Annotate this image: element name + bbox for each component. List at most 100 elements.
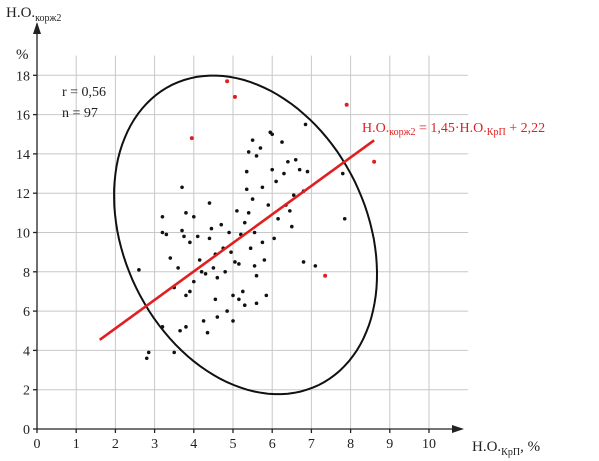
confidence-ellipse bbox=[113, 74, 379, 396]
data-point-72 bbox=[290, 224, 294, 229]
x-tick-label-10: 10 bbox=[422, 437, 436, 452]
data-point-19 bbox=[192, 214, 196, 219]
data-point-0 bbox=[137, 268, 141, 272]
y-axis-title: Н.О.корж2 bbox=[6, 5, 61, 24]
data-point-52 bbox=[250, 197, 255, 201]
data-point-28 bbox=[209, 226, 214, 231]
data-point-88 bbox=[291, 193, 296, 197]
x-tick-label-4: 4 bbox=[190, 437, 197, 452]
data-point-20 bbox=[192, 279, 196, 284]
y-axis-arrow bbox=[33, 22, 41, 34]
data-point-29 bbox=[211, 266, 216, 270]
x-tick-label-0: 0 bbox=[34, 437, 41, 452]
x-axis-title: Н.О.КрП, % bbox=[472, 439, 540, 458]
regression-line-group bbox=[98, 139, 375, 341]
y-axis-unit: % bbox=[16, 47, 29, 63]
data-point-86 bbox=[254, 154, 259, 158]
data-point-48 bbox=[246, 150, 251, 154]
data-point-43 bbox=[241, 289, 245, 294]
data-point-76 bbox=[301, 260, 306, 264]
data-point-31 bbox=[215, 275, 220, 280]
data-point-34 bbox=[223, 270, 227, 274]
regression-line bbox=[98, 139, 375, 341]
outlier-point-2 bbox=[232, 94, 237, 99]
data-point-1 bbox=[144, 356, 149, 361]
outlier-point-1 bbox=[225, 79, 230, 84]
y-tick-label-18: 18 bbox=[16, 69, 30, 84]
data-point-68 bbox=[282, 171, 286, 176]
y-axis-title-sub: корж2 bbox=[35, 13, 61, 24]
data-point-44 bbox=[242, 220, 247, 225]
y-tick-label-0: 0 bbox=[23, 423, 30, 438]
data-point-53 bbox=[252, 230, 257, 235]
equation-mid: = 1,45·Н.О. bbox=[416, 121, 487, 136]
data-point-85 bbox=[237, 297, 241, 302]
data-point-89 bbox=[215, 315, 220, 319]
data-point-81 bbox=[342, 216, 347, 221]
data-point-46 bbox=[244, 169, 249, 174]
data-point-84 bbox=[231, 293, 235, 298]
x-tick-label-9: 9 bbox=[386, 437, 393, 452]
x-axis-title-sub: КрП bbox=[501, 447, 520, 458]
data-point-6 bbox=[160, 325, 165, 329]
x-tick-label-8: 8 bbox=[347, 437, 354, 452]
data-point-35 bbox=[225, 309, 229, 313]
x-tick-label-2: 2 bbox=[112, 437, 119, 452]
data-point-4 bbox=[160, 230, 165, 235]
data-point-59 bbox=[264, 293, 269, 298]
data-point-63 bbox=[270, 167, 275, 172]
data-point-64 bbox=[272, 236, 276, 241]
equation-prefix: Н.О. bbox=[362, 121, 389, 136]
data-point-87 bbox=[260, 185, 265, 190]
data-point-14 bbox=[182, 234, 186, 239]
data-point-91 bbox=[252, 264, 257, 268]
data-point-54 bbox=[254, 273, 259, 278]
x-tick-label-6: 6 bbox=[269, 437, 276, 452]
outlier-point-5 bbox=[372, 159, 377, 164]
data-point-71 bbox=[288, 209, 292, 213]
x-axis-arrow bbox=[452, 425, 464, 433]
data-point-5 bbox=[164, 232, 169, 237]
data-point-39 bbox=[233, 260, 237, 264]
outlier-point-0 bbox=[189, 136, 194, 141]
data-point-67 bbox=[280, 140, 284, 144]
data-point-77 bbox=[303, 122, 308, 127]
data-point-36 bbox=[227, 230, 231, 235]
data-point-50 bbox=[248, 246, 253, 251]
data-point-12 bbox=[180, 185, 184, 190]
outlier-point-4 bbox=[344, 102, 349, 107]
data-point-45 bbox=[242, 303, 247, 308]
x-tick-label-7: 7 bbox=[308, 437, 315, 452]
data-point-22 bbox=[197, 258, 202, 262]
data-point-32 bbox=[219, 222, 224, 227]
data-point-38 bbox=[231, 319, 235, 323]
data-point-55 bbox=[254, 301, 259, 306]
data-point-21 bbox=[195, 234, 200, 239]
x-axis-title-unit: , % bbox=[520, 439, 540, 455]
y-tick-label-12: 12 bbox=[16, 187, 30, 202]
data-point-11 bbox=[178, 328, 182, 333]
data-point-24 bbox=[201, 319, 206, 323]
y-tick-label-10: 10 bbox=[16, 227, 30, 242]
data-point-51 bbox=[250, 138, 255, 142]
y-tick-label-2: 2 bbox=[23, 384, 30, 399]
data-point-23 bbox=[199, 270, 204, 274]
data-point-47 bbox=[244, 187, 249, 192]
regression-equation: Н.О.корж2 = 1,45·Н.О.КрП + 2,22 bbox=[362, 121, 545, 138]
data-point-3 bbox=[160, 214, 165, 219]
data-point-30 bbox=[213, 297, 218, 302]
x-tick-label-3: 3 bbox=[151, 437, 158, 452]
data-point-73 bbox=[293, 157, 298, 162]
data-point-62 bbox=[270, 132, 275, 137]
data-point-15 bbox=[184, 211, 188, 215]
axes bbox=[33, 22, 464, 433]
data-points bbox=[137, 79, 377, 361]
x-axis-title-main: Н.О. bbox=[472, 439, 501, 455]
y-tick-label-4: 4 bbox=[23, 344, 30, 359]
data-point-79 bbox=[313, 264, 318, 268]
data-point-37 bbox=[229, 250, 233, 254]
data-point-27 bbox=[207, 201, 212, 205]
y-tick-label-8: 8 bbox=[23, 266, 30, 281]
